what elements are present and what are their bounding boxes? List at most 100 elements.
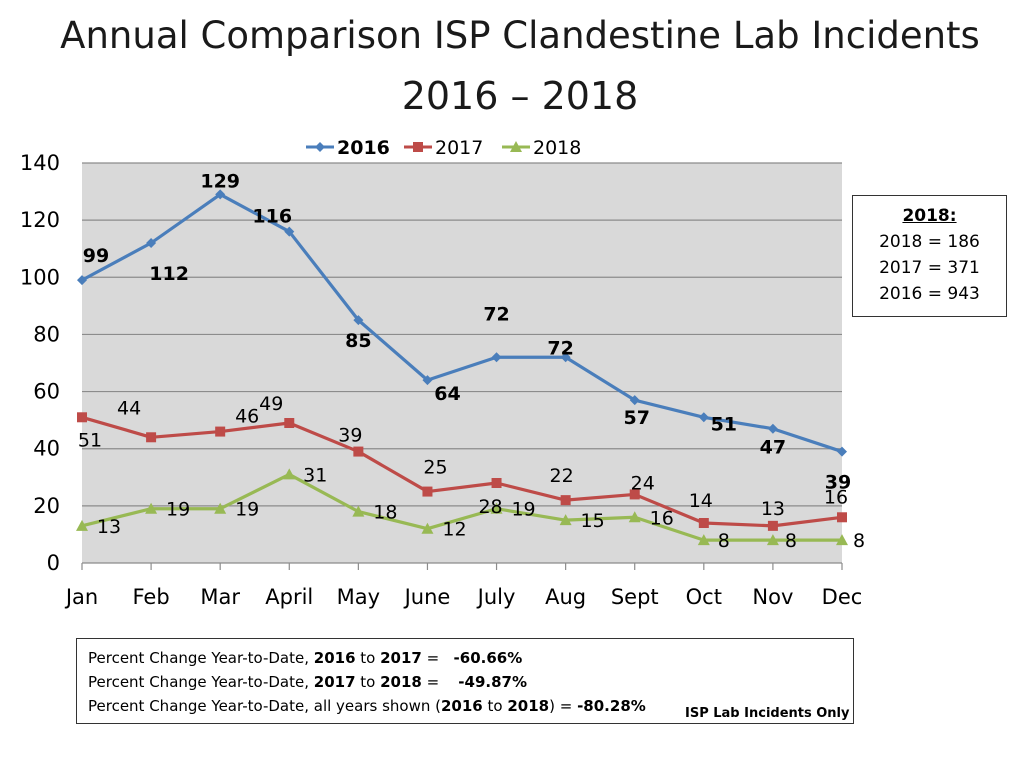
- data-point-2016: [284, 226, 295, 237]
- data-point-2016: [422, 375, 433, 386]
- data-label-2018: 8: [853, 530, 865, 552]
- data-point-2018: [836, 534, 848, 546]
- legend-marker-2016: [315, 142, 325, 152]
- percent-change-line-2: Percent Change Year-to-Date, 2017 to 201…: [88, 673, 527, 691]
- data-point-2017: [77, 412, 87, 423]
- data-point-2017: [837, 512, 847, 523]
- data-point-2016: [146, 238, 157, 248]
- data-point-2016: [767, 423, 778, 434]
- data-point-2017: [629, 489, 640, 500]
- y-tick-label: 20: [33, 494, 60, 518]
- data-label-2017: 46: [235, 406, 259, 428]
- totals-heading: 2018:: [902, 206, 957, 226]
- x-tick-label: Jan: [64, 585, 98, 609]
- x-tick-label: Sept: [611, 585, 659, 609]
- y-tick-label: 140: [20, 151, 60, 175]
- data-label-2018: 15: [581, 510, 605, 532]
- data-point-2018: [766, 534, 779, 546]
- data-label-2018: 8: [718, 530, 730, 552]
- y-tick-label: 0: [47, 551, 60, 575]
- series-line-2018: [81, 472, 842, 542]
- data-point-2017: [767, 520, 778, 531]
- legend-marker-2018: [510, 141, 522, 152]
- totals-line-2017: 2017 = 371: [879, 258, 980, 278]
- line-chart: 0 20 40 60 80 100 120 140 Jan Feb Mar April May June J…: [20, 137, 865, 609]
- totals-line-2016: 2016 = 943: [879, 284, 980, 304]
- data-label-2017: 49: [259, 393, 283, 415]
- data-point-2017: [560, 495, 571, 506]
- data-label-2018: 19: [166, 499, 190, 521]
- data-label-2017: 14: [689, 490, 713, 512]
- y-tick-label: 120: [20, 208, 60, 232]
- y-tick-label: 60: [33, 380, 60, 404]
- data-label-2016: 57: [624, 407, 650, 429]
- data-label-2018: 12: [442, 519, 466, 541]
- x-tick-label: Mar: [200, 585, 240, 609]
- data-label-2018: 19: [235, 499, 259, 521]
- data-point-2018: [628, 511, 641, 523]
- data-point-2017: [353, 446, 364, 457]
- data-label-2016: 112: [149, 263, 189, 285]
- data-point-2018: [76, 519, 88, 531]
- percent-change-box: Percent Change Year-to-Date, 2016 to 201…: [76, 638, 854, 724]
- data-label-2018: 19: [511, 499, 535, 521]
- totals-line-2018: 2018 = 186: [879, 232, 980, 252]
- data-point-2016: [698, 412, 709, 423]
- x-tick-label: June: [403, 585, 451, 609]
- data-point-2018: [697, 534, 710, 546]
- data-label-2018: 18: [373, 502, 397, 524]
- chart-title: Annual Comparison ISP Clandestine Lab In…: [60, 14, 980, 57]
- footnote: ISP Lab Incidents Only: [685, 706, 850, 721]
- data-label-2018: 8: [785, 530, 797, 552]
- data-point-2018: [283, 468, 296, 480]
- data-label-2016: 51: [711, 413, 737, 435]
- x-tick-label: Feb: [132, 585, 169, 609]
- data-label-2017: 25: [423, 457, 447, 479]
- data-point-2018: [559, 514, 572, 526]
- data-label-2017: 22: [550, 465, 574, 487]
- data-label-2016: 72: [547, 337, 573, 359]
- data-label-2016: 129: [200, 170, 240, 192]
- data-label-2017: 39: [338, 425, 362, 447]
- chart-subtitle: 2016 – 2018: [401, 74, 639, 118]
- data-point-2018: [214, 502, 227, 514]
- data-label-2018: 13: [97, 516, 121, 538]
- data-point-2016: [491, 352, 502, 363]
- x-tick-label: Dec: [822, 585, 863, 609]
- data-point-2017: [146, 432, 157, 443]
- data-label-2016: 72: [483, 303, 509, 325]
- data-label-2017: 13: [761, 498, 785, 520]
- data-point-2017: [422, 486, 433, 497]
- data-point-2016: [353, 315, 364, 326]
- data-label-2017: 51: [78, 429, 102, 451]
- data-label-2016: 39: [825, 472, 851, 494]
- data-label-2018: 16: [650, 507, 674, 529]
- data-point-2017: [491, 478, 502, 488]
- series-line-2016: [81, 192, 843, 454]
- x-tick-label: July: [476, 585, 516, 609]
- data-label-2016: 116: [252, 206, 292, 228]
- data-point-2017: [698, 518, 709, 528]
- data-point-2016: [77, 275, 87, 286]
- data-label-2016: 85: [345, 330, 371, 352]
- series-line-2017: [81, 415, 843, 528]
- data-point-2017: [215, 426, 226, 437]
- data-label-2016: 47: [760, 437, 786, 459]
- data-point-2018: [490, 502, 503, 514]
- legend-label-2017: 2017: [435, 137, 483, 159]
- legend-label-2016: 2016: [337, 137, 390, 159]
- data-label-2017: 16: [824, 486, 848, 508]
- y-tick-label: 100: [20, 265, 60, 289]
- percent-change-line-3: Percent Change Year-to-Date, all years s…: [88, 697, 646, 715]
- legend-label-2018: 2018: [533, 137, 581, 159]
- legend-marker-2017: [413, 142, 423, 152]
- data-label-2016: 99: [83, 245, 109, 267]
- x-tick-label: Nov: [752, 585, 793, 609]
- data-point-2017: [284, 418, 295, 428]
- x-tick-label: Aug: [545, 585, 586, 609]
- x-tick-label: Oct: [686, 585, 722, 609]
- data-label-2018: 31: [303, 464, 327, 486]
- data-point-2016: [215, 189, 226, 200]
- data-point-2018: [145, 502, 158, 514]
- data-point-2016: [629, 395, 640, 406]
